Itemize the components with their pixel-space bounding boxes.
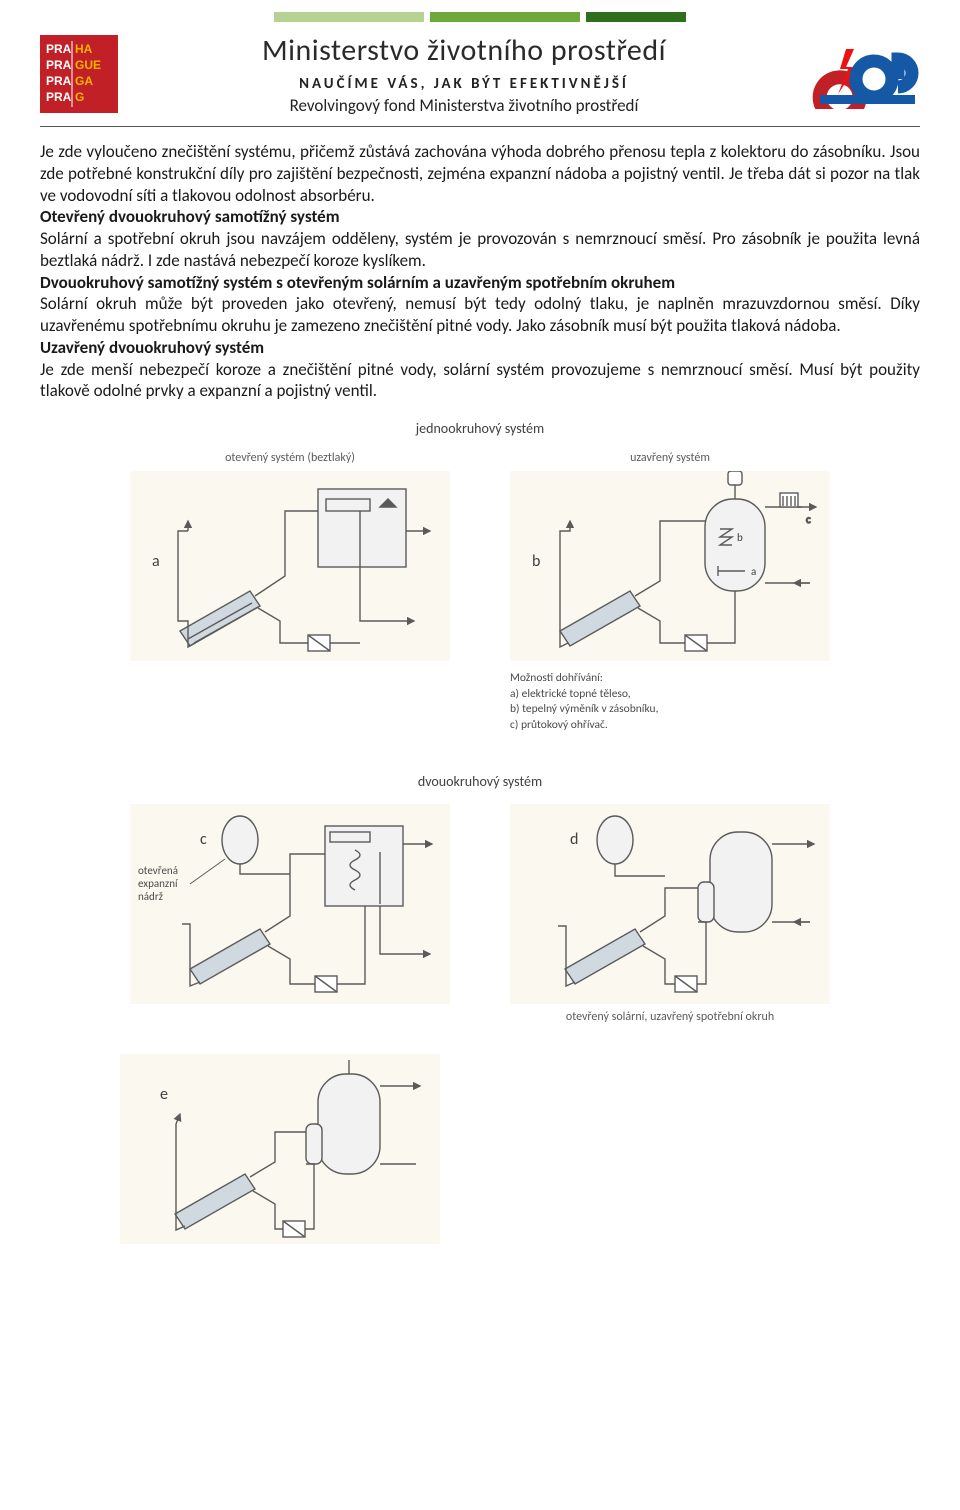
diagram-row-2: c otevřená expanzní nádrž (40, 804, 920, 1024)
legend-c: c) průtokový ohřívač. (510, 718, 830, 734)
diagram-row-1: otevřený systém (beztlaký) a (40, 451, 920, 733)
diagram-e-block: e (120, 1054, 440, 1244)
svg-text:PRA: PRA (46, 42, 72, 56)
diagram-c: c otevřená expanzní nádrž (130, 804, 450, 1004)
heading-4: Uzavřený dvouokruhový systém (40, 337, 920, 359)
svg-text:b: b (737, 531, 743, 544)
diag-c-side1: otevřená (138, 864, 178, 877)
tagline: NAUČÍME VÁS, JAK BÝT EFEKTIVNĚJŠÍ (128, 75, 800, 93)
diagram-section2-title: dvouokruhový systém (40, 773, 920, 790)
diagram-a: a (130, 471, 450, 661)
diag-c-side2: expanzní (138, 877, 178, 890)
svg-text:G: G (75, 90, 84, 104)
diagram-b-legend: Možnosti dohřívání: a) elektrické topné … (510, 671, 830, 733)
diagram-d: d (510, 804, 830, 1004)
diagram-section1-title: jednookruhový systém (40, 420, 920, 437)
svg-text:d: d (570, 830, 578, 849)
para-1: Je zde vyloučeno znečištění systému, při… (40, 141, 920, 206)
svg-text:a: a (152, 552, 160, 571)
legend-a: a) elektrické topné těleso, (510, 687, 830, 703)
diagram-a-caption: otevřený systém (beztlaký) (130, 451, 450, 465)
diagram-d-caption: otevřený solární, uzavřený spotřební okr… (510, 1010, 830, 1024)
svg-text:PRA: PRA (46, 74, 72, 88)
diagram-b: b a b (510, 471, 830, 661)
svg-text:a: a (751, 565, 756, 578)
svg-text:HA: HA (75, 42, 93, 56)
ministry-title: Ministerstvo životního prostředí (128, 32, 800, 69)
header-row: PRAHA PRAGUE PRAGA PRAG Ministerstvo živ… (40, 22, 920, 124)
svg-text:PRA: PRA (46, 90, 72, 104)
header-rule (40, 126, 920, 127)
diagram-d-block: d (510, 804, 830, 1024)
para-2: Solární a spotřební okruh jsou navzájem … (40, 228, 920, 272)
heading-3: Dvouokruhový samotížný systém s otevřený… (40, 272, 920, 294)
diagram-c-block: c otevřená expanzní nádrž (130, 804, 450, 1024)
body-text: Je zde vyloučeno znečištění systému, při… (40, 141, 920, 402)
legend-b: b) tepelný výměník v zásobníku, (510, 702, 830, 718)
subline: Revolvingový fond Ministerstva životního… (128, 95, 800, 116)
svg-text:c: c (200, 830, 207, 849)
praha-logo: PRAHA PRAGUE PRAGA PRAG (40, 35, 118, 113)
diag-c-side3: nádrž (138, 890, 164, 903)
diagram-e: e (120, 1054, 440, 1244)
header-center: Ministerstvo životního prostředí NAUČÍME… (118, 32, 810, 116)
svg-text:c: c (806, 513, 811, 526)
svg-text:GUE: GUE (75, 58, 101, 72)
cop-logo (810, 39, 920, 109)
svg-text:PRA: PRA (46, 58, 72, 72)
para-4: Je zde menší nebezpečí koroze a znečiště… (40, 359, 920, 403)
para-3: Solární okruh může být proveden jako ote… (40, 293, 920, 337)
header-colorstrip (40, 0, 920, 22)
diagram-a-block: otevřený systém (beztlaký) a (130, 451, 450, 733)
diagram-b-caption: uzavřený systém (510, 451, 830, 465)
diagram-b-block: uzavřený systém b (510, 451, 830, 733)
legend-title: Možnosti dohřívání: (510, 671, 830, 687)
svg-text:GA: GA (75, 74, 93, 88)
svg-text:b: b (532, 552, 540, 571)
svg-text:e: e (160, 1085, 168, 1104)
heading-2: Otevřený dvouokruhový samotížný systém (40, 206, 920, 228)
diagram-row-3: e (40, 1054, 920, 1244)
